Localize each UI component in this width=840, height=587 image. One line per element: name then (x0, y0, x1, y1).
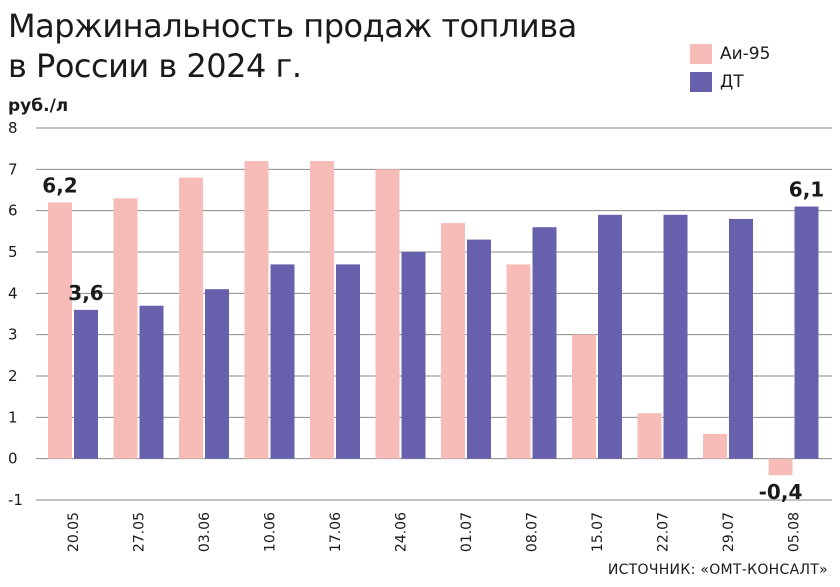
bar-ai95-10.06 (244, 161, 269, 459)
bar-ai95-08.07 (506, 264, 531, 459)
source-note: ИСТОЧНИК: «ОМТ-КОНСАЛТ» (607, 562, 828, 578)
data-label-ai95-05.08: -0,4 (759, 480, 803, 504)
y-axis-unit-label: руб./л (8, 96, 69, 116)
y-tick-label-8: 8 (8, 119, 18, 137)
data-label-dt-20.05: 3,6 (68, 281, 103, 305)
legend-swatch-ai95 (690, 44, 712, 64)
y-tick-label-6: 6 (8, 202, 18, 220)
bar-ai95-03.06 (179, 177, 203, 459)
bar-ai95-01.07 (441, 223, 465, 459)
legend-swatch-dt (690, 72, 712, 92)
bar-dt-24.06 (401, 252, 426, 459)
bar-dt-05.08 (794, 206, 819, 459)
data-label-dt-05.08: 6,1 (789, 178, 824, 202)
bar-ai95-05.08 (768, 458, 793, 476)
bar-dt-08.07 (532, 227, 557, 459)
y-tick-label-1: 1 (8, 408, 18, 426)
x-tick-label-10.06: 10.06 (263, 512, 279, 552)
y-tick-label-7: 7 (8, 160, 18, 178)
bar-dt-15.07 (598, 214, 622, 459)
x-tick-label-15.07: 15.07 (590, 512, 606, 552)
bar-ai95-24.06 (375, 169, 400, 459)
bar-dt-10.06 (270, 264, 295, 459)
x-tick-label-22.07: 22.07 (656, 512, 672, 552)
bar-dt-17.06 (336, 264, 360, 459)
y-tick-label-4: 4 (8, 284, 18, 302)
bar-ai95-27.05 (113, 198, 138, 459)
legend-item-dt: ДТ (690, 68, 770, 96)
x-tick-label-29.07: 29.07 (721, 512, 737, 552)
legend-label-dt: ДТ (720, 72, 744, 92)
x-tick-label-01.07: 01.07 (459, 512, 475, 552)
chart-title-line-1: Маржинальность продаж топлива (8, 7, 577, 45)
legend: Аи-95 ДТ (690, 40, 770, 96)
x-tick-label-05.08: 05.08 (787, 512, 803, 552)
bar-dt-03.06 (205, 289, 229, 459)
chart-title: Маржинальность продаж топлива в России в… (8, 6, 577, 86)
legend-item-ai95: Аи-95 (690, 40, 770, 68)
y-tick-label-2: 2 (8, 367, 18, 385)
data-label-ai95-20.05: 6,2 (42, 173, 77, 197)
y-tick-label-0: 0 (8, 450, 18, 468)
x-tick-label-20.05: 20.05 (66, 512, 82, 552)
y-tick-label-3: 3 (8, 326, 18, 344)
bar-ai95-20.05 (48, 202, 72, 459)
bar-dt-01.07 (467, 239, 491, 459)
bar-ai95-22.07 (637, 413, 662, 459)
y-tick-label--1: -1 (8, 491, 23, 509)
bar-dt-20.05 (74, 309, 98, 459)
y-tick-label-5: 5 (8, 243, 18, 261)
x-tick-label-03.06: 03.06 (197, 512, 213, 552)
bar-ai95-17.06 (310, 161, 334, 459)
x-tick-label-27.05: 27.05 (132, 512, 148, 552)
bar-ai95-15.07 (572, 334, 596, 459)
bar-dt-22.07 (663, 214, 688, 459)
bar-ai95-29.07 (703, 433, 727, 459)
bar-dt-29.07 (729, 218, 753, 459)
x-tick-label-17.06: 17.06 (328, 512, 344, 552)
legend-label-ai95: Аи-95 (720, 44, 771, 64)
chart-title-line-2: в России в 2024 г. (8, 47, 302, 85)
x-tick-label-08.07: 08.07 (525, 512, 541, 552)
bar-dt-27.05 (139, 305, 164, 459)
x-tick-label-24.06: 24.06 (394, 512, 410, 552)
